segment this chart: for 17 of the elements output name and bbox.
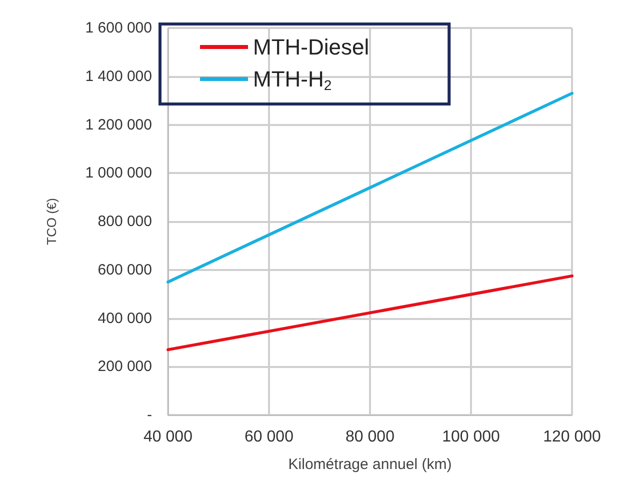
y-tick-label: 600 000 [98, 261, 152, 278]
x-tick-label: 60 000 [244, 428, 294, 446]
x-tick-label: 100 000 [442, 428, 500, 446]
y-tick-label: 800 000 [98, 213, 152, 230]
x-tick-label: 40 000 [144, 428, 193, 446]
y-tick-label: 1 400 000 [85, 68, 152, 85]
y-tick-label: 200 000 [98, 358, 152, 376]
legend-label: MTH-Diesel [253, 34, 370, 60]
x-tick-label: 80 000 [346, 428, 395, 446]
y-axis-title: TCO (€) [44, 198, 59, 245]
x-axis-title: Kilométrage annuel (km) [288, 456, 452, 473]
x-tick-label: 120 000 [543, 428, 602, 446]
y-tick-label: - [147, 406, 152, 424]
y-tick-label: 1 200 000 [85, 116, 152, 134]
y-tick-label: 400 000 [98, 310, 152, 327]
y-tick-label: 1 000 000 [85, 164, 152, 182]
y-tick-label: 1 600 000 [85, 20, 152, 36]
